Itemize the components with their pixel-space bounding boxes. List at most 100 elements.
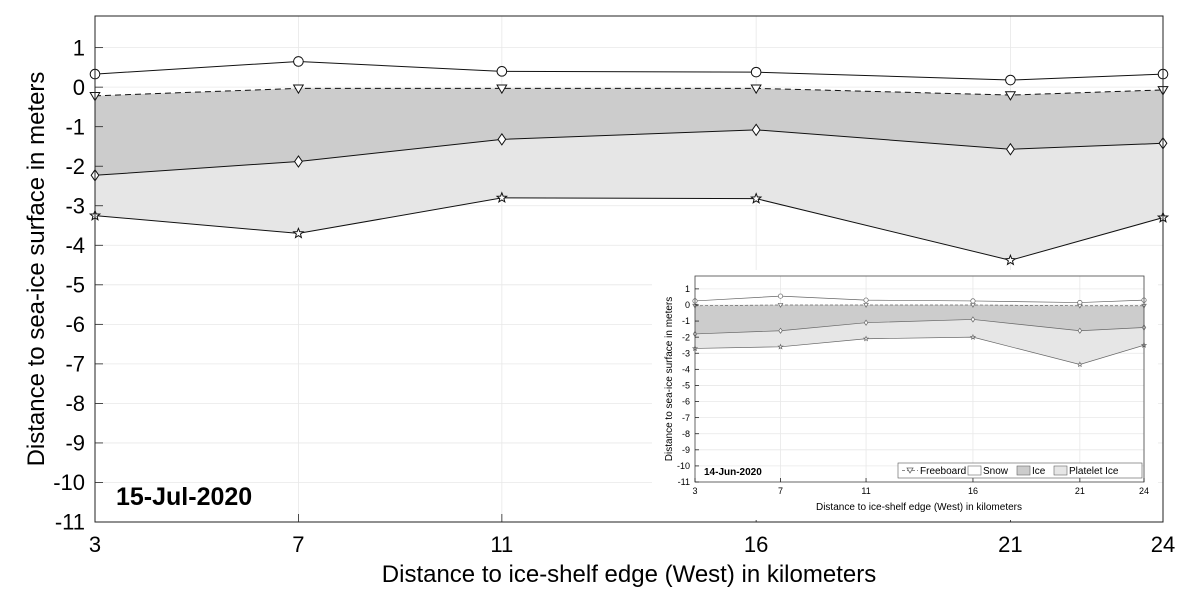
main-xtick-label: 11 [490, 532, 513, 557]
inset-fill-band-0 [695, 304, 1144, 334]
main-ytick-label: 0 [73, 75, 85, 100]
inset-point-star [1076, 361, 1083, 368]
main-xtick-label: 21 [998, 532, 1022, 557]
main-series-line-1 [94, 87, 1164, 97]
inset-xtick-label: 21 [1075, 486, 1085, 496]
main-plot-frame [94, 15, 1164, 523]
main-xtick-label: 7 [292, 532, 304, 557]
inset-ytick-label: -11 [678, 477, 690, 487]
inset-xtick-label: 3 [692, 486, 697, 496]
inset-ytick-label: 1 [685, 284, 690, 294]
inset-ytick-label: -4 [682, 364, 690, 374]
inset-series-line-3 [694, 336, 1145, 365]
main-ytick-label: -10 [53, 470, 85, 495]
inset-series [691, 293, 1148, 368]
inset-point-star [969, 333, 977, 340]
inset-date-label: 14-Jun-2020 [704, 467, 762, 478]
legend-freeboard-marker [906, 467, 914, 474]
main-fills [95, 88, 1163, 261]
main-point-star [495, 191, 508, 204]
main-point-diamond [1005, 142, 1015, 156]
inset-ytick-label: -1 [682, 316, 690, 326]
inset-plot-frame [694, 275, 1145, 483]
main-ytick-label: -3 [65, 193, 85, 218]
main-chart: 10-1-2-3-4-5-6-7-8-9-10-11 3 7 11 16 21 24 Di… [23, 15, 1175, 588]
legend-freeboard-label: Freeboard [920, 466, 966, 477]
inset-ytick-label: -6 [682, 397, 690, 407]
inset-ytick-label: -9 [682, 445, 690, 455]
inset-point-diamond [778, 327, 783, 334]
inset-ytick-label: -5 [682, 381, 690, 391]
main-y-axis-label: Distance to sea-ice surface in meters [23, 72, 50, 467]
legend-snow-swatch [967, 465, 982, 476]
inset-ytick-label: -8 [682, 429, 690, 439]
main-point-triangle-down [292, 84, 305, 95]
main-ytick-label: 1 [73, 35, 85, 60]
inset-fill-band-1 [695, 319, 1144, 365]
main-point-diamond [293, 155, 303, 168]
inset-ytick-label: -10 [677, 461, 690, 471]
main-point-star [1004, 253, 1017, 266]
inset-ytick-label: 0 [685, 300, 690, 310]
main-series [88, 56, 1170, 266]
inset-point-diamond [970, 316, 976, 323]
inset-xtick-label: 24 [1139, 486, 1149, 496]
main-point-circle [293, 56, 304, 67]
main-point-triangle-down [1004, 91, 1017, 101]
legend-snow-label: Snow [983, 466, 1009, 477]
main-ytick-label: -2 [65, 154, 85, 179]
main-point-triangle-down [750, 84, 762, 95]
main-ytick-label: -9 [65, 431, 85, 456]
inset-point-triangle-down [863, 303, 869, 308]
main-ytick-label: -7 [65, 352, 85, 377]
main-point-star [750, 192, 763, 204]
main-date-label: 15-Jul-2020 [116, 483, 252, 511]
inset-point-diamond [1077, 327, 1083, 334]
inset-point-circle [970, 298, 976, 304]
inset-ytick-label: -2 [682, 332, 690, 342]
main-point-circle [496, 66, 508, 77]
inset-x-ticks: 3 7 11 16 21 24 [692, 478, 1149, 496]
main-point-diamond [751, 123, 761, 137]
main-point-circle [750, 66, 762, 78]
main-series-line-0 [94, 60, 1164, 81]
inset-point-circle [777, 293, 784, 299]
main-point-star [292, 226, 305, 239]
main-y-ticks: 1 0 -1 -2 -3 -4 -5 -6 -7 -8 -9 -10 -11 [53, 35, 103, 535]
legend-ice-swatch [1016, 465, 1031, 476]
inset-series-line-2 [694, 319, 1145, 335]
inset-series-line-0 [694, 295, 1145, 303]
main-ytick-label: -5 [65, 273, 85, 298]
inset-y-axis-label: Distance to sea-ice surface in meters [664, 297, 675, 462]
main-xtick-label: 16 [744, 532, 768, 557]
inset-y-ticks: 1 0 -1 -2 -3 -4 -5 -6 -7 -8 -9 -10 -11 [677, 284, 699, 487]
inset-point-triangle-down [1077, 303, 1083, 309]
main-ytick-label: -8 [65, 391, 85, 416]
main-series-line-3 [94, 197, 1164, 261]
inset-ytick-label: -7 [682, 413, 690, 423]
main-fill-band-1 [95, 129, 1163, 261]
main-ytick-label: -6 [65, 312, 85, 337]
inset-series-line-1 [694, 304, 1144, 307]
legend-platelet-swatch [1053, 465, 1068, 476]
inset-fills [695, 304, 1144, 365]
inset-point-triangle-down [777, 303, 784, 308]
inset-point-triangle-down [970, 303, 976, 308]
main-fill-band-0 [95, 88, 1163, 176]
inset-point-star [777, 343, 784, 350]
main-point-triangle-down [496, 84, 508, 95]
inset-point-star [862, 335, 870, 342]
inset-point-circle [863, 297, 869, 303]
inset-xtick-label: 7 [778, 486, 783, 496]
inset-chart: 1 0 -1 -2 -3 -4 -5 -6 -7 -8 -9 -10 -11 3 7 11 16 21 24 Di… [652, 270, 1158, 520]
main-x-ticks: 3 7 11 16 21 24 [89, 514, 1175, 557]
main-point-diamond [497, 132, 507, 146]
main-point-circle [1005, 74, 1016, 86]
main-ytick-label: -4 [65, 233, 85, 258]
main-series-line-2 [94, 129, 1164, 176]
main-ytick-label: -1 [65, 114, 85, 139]
main-xtick-label: 3 [89, 532, 101, 557]
main-xtick-label: 24 [1151, 532, 1175, 557]
inset-ytick-label: -3 [682, 348, 690, 358]
